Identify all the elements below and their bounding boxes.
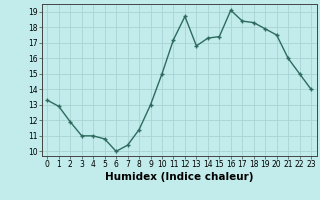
X-axis label: Humidex (Indice chaleur): Humidex (Indice chaleur) bbox=[105, 172, 253, 182]
